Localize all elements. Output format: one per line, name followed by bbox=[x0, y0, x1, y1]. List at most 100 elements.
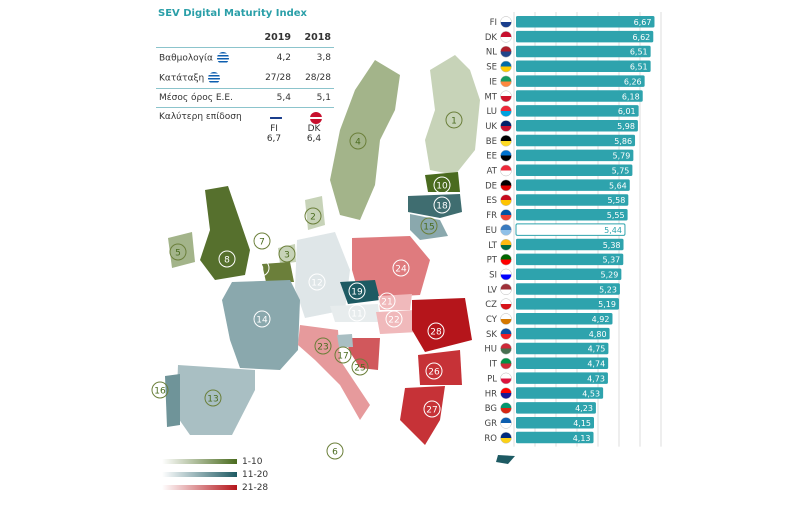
bar bbox=[516, 372, 608, 384]
rank-marker-hr: 25 bbox=[351, 358, 369, 376]
eu-avg-2019: 5,4 bbox=[254, 88, 294, 108]
rank-label: 22 bbox=[388, 316, 399, 326]
rank-circle bbox=[420, 217, 438, 235]
bar bbox=[516, 119, 638, 132]
rank-label: 14 bbox=[256, 316, 268, 326]
rank-marker-mt: 6 bbox=[326, 442, 344, 460]
bar-row-cz: CZ 5,19 bbox=[485, 298, 619, 310]
rank-circle bbox=[278, 245, 296, 263]
hu-flag-icon bbox=[500, 342, 512, 355]
lu-flag-icon bbox=[500, 105, 512, 117]
rank-marker-it: 23 bbox=[314, 337, 332, 355]
bar-row-pt: PT 5,37 bbox=[487, 253, 624, 266]
value-label: 6,26 bbox=[624, 77, 642, 86]
bar bbox=[516, 149, 634, 162]
rank-marker-si: 17 bbox=[334, 346, 352, 364]
category-label: IE bbox=[489, 77, 497, 87]
value-label: 5,98 bbox=[617, 122, 635, 131]
rank-marker-cy: 20 bbox=[475, 454, 493, 472]
bar bbox=[516, 238, 624, 251]
bar bbox=[516, 75, 645, 87]
ee-flag-icon bbox=[500, 149, 512, 162]
category-label: GR bbox=[485, 419, 498, 429]
year-2018-header: 2018 bbox=[294, 28, 334, 48]
bar-row-dk: DK 6,62 bbox=[485, 30, 654, 43]
country-se bbox=[330, 60, 400, 220]
category-label: ES bbox=[486, 196, 497, 206]
bar-row-fr: FR 5,55 bbox=[486, 209, 628, 221]
rank-2018: 28/28 bbox=[294, 68, 334, 89]
bar-row-sk: SK 4,80 bbox=[486, 327, 610, 340]
rank-label: 25 bbox=[354, 364, 365, 374]
rank-label: 4 bbox=[355, 138, 361, 148]
bar-row-hr: HR 4,53 bbox=[485, 387, 604, 399]
bar-row-pl: PL 4,73 bbox=[487, 372, 608, 384]
rank-circle bbox=[169, 243, 187, 261]
rank-marker-at: 11 bbox=[348, 304, 366, 322]
bar bbox=[516, 30, 654, 43]
category-label: PL bbox=[487, 374, 497, 384]
bar bbox=[516, 164, 633, 176]
rank-marker-pl: 24 bbox=[392, 259, 410, 277]
bar bbox=[516, 134, 636, 147]
sk-flag-icon bbox=[500, 328, 512, 340]
row-label: Βαθμολογία bbox=[156, 48, 254, 69]
country-uk bbox=[200, 186, 250, 280]
it-flag-icon bbox=[500, 357, 512, 370]
rank-circle bbox=[253, 232, 271, 250]
rank-marker-be: 9 bbox=[252, 259, 270, 277]
rank-marker-de: 12 bbox=[308, 273, 326, 291]
value-label: 5,58 bbox=[608, 196, 626, 205]
country-be bbox=[262, 262, 294, 282]
category-label: DK bbox=[485, 33, 498, 43]
bar-row-eu: EU 5,44 bbox=[485, 223, 626, 236]
bar-row-de: DE 5,64 bbox=[485, 179, 630, 191]
value-label: 6,51 bbox=[630, 63, 648, 72]
rank-label: 27 bbox=[426, 406, 437, 416]
lt-flag-icon bbox=[500, 239, 512, 251]
be-flag-icon bbox=[500, 135, 512, 147]
country-it bbox=[298, 325, 370, 420]
bar-row-it: IT 4,74 bbox=[489, 357, 609, 370]
category-label: LV bbox=[487, 285, 497, 295]
rank-marker-cz: 19 bbox=[348, 282, 366, 300]
bar-row-gr: GR 4,15 bbox=[485, 416, 594, 429]
rank-circle bbox=[425, 362, 443, 380]
country-lv bbox=[408, 194, 462, 218]
bar-row-cy: CY 4,92 bbox=[486, 313, 613, 325]
rank-marker-sk: 21 bbox=[378, 292, 396, 310]
value-label: 4,75 bbox=[588, 345, 606, 354]
bar bbox=[516, 90, 643, 102]
bar bbox=[516, 357, 609, 370]
bar-row-fi: FI 6,67 bbox=[490, 16, 655, 28]
best-2018: DK 6,4 bbox=[306, 124, 322, 144]
rank-marker-pt: 16 bbox=[151, 381, 169, 399]
rank-circle bbox=[433, 176, 451, 194]
rank-circle bbox=[253, 310, 271, 328]
category-label: DE bbox=[485, 181, 497, 191]
si-flag-icon bbox=[500, 268, 512, 281]
bar-row-uk: UK 5,98 bbox=[485, 119, 638, 132]
bar bbox=[516, 194, 629, 206]
category-label: FR bbox=[486, 211, 497, 221]
rank-circle bbox=[308, 273, 326, 291]
rank-circle bbox=[314, 337, 332, 355]
dk-flag-icon bbox=[500, 31, 512, 43]
rank-circle bbox=[348, 304, 366, 322]
rank-marker-gr: 27 bbox=[423, 400, 441, 418]
value-label: 5,38 bbox=[603, 241, 621, 250]
rank-label: 21 bbox=[381, 298, 392, 308]
score-2019: 4,2 bbox=[276, 53, 291, 63]
rank-circle bbox=[392, 259, 410, 277]
rank-label: 6 bbox=[332, 448, 338, 458]
rank-label: 15 bbox=[423, 223, 434, 233]
year-2019-header: 2019 bbox=[254, 28, 294, 48]
rank-marker-lt: 15 bbox=[420, 217, 438, 235]
value-label: 5,23 bbox=[599, 285, 617, 294]
value-label: 5,79 bbox=[613, 152, 631, 161]
denmark-flag-icon bbox=[310, 112, 322, 124]
bar bbox=[516, 387, 604, 399]
chart-title: SEV Digital Maturity Index bbox=[158, 8, 307, 19]
category-label: LU bbox=[486, 107, 497, 117]
rank-marker-hu: 22 bbox=[385, 310, 403, 328]
